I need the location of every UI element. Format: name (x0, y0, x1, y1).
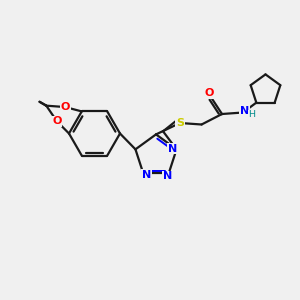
Text: N: N (168, 144, 177, 154)
Text: S: S (176, 118, 184, 128)
Text: O: O (204, 88, 214, 98)
Text: N: N (240, 106, 249, 116)
Text: O: O (61, 102, 70, 112)
Text: N: N (142, 170, 151, 180)
Text: H: H (248, 110, 256, 119)
Text: N: N (163, 172, 172, 182)
Text: O: O (52, 116, 62, 126)
